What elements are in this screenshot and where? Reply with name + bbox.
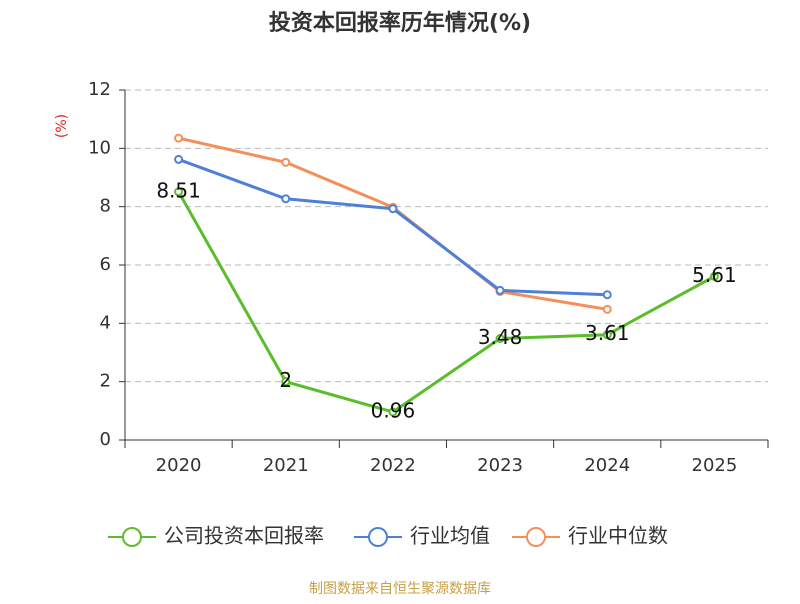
y-tick-label: 12 bbox=[88, 79, 111, 100]
point bbox=[174, 187, 184, 197]
legend-label: 行业均值 bbox=[410, 524, 490, 548]
point bbox=[602, 304, 612, 314]
y-axis-label: (%) bbox=[54, 114, 70, 138]
data-label: 8.51 bbox=[156, 178, 201, 202]
legend-marker bbox=[122, 527, 142, 547]
y-tick-label: 8 bbox=[100, 196, 111, 217]
legend-marker bbox=[526, 527, 546, 547]
y-tick-label: 10 bbox=[88, 137, 111, 158]
chart-title: 投资本回报率历年情况(%) bbox=[269, 10, 531, 36]
point bbox=[281, 194, 291, 204]
y-tick-label: 2 bbox=[100, 371, 111, 392]
x-tick-label: 2023 bbox=[477, 455, 523, 476]
data-label: 3.48 bbox=[478, 325, 523, 349]
x-tick-label: 2025 bbox=[692, 455, 738, 476]
legend-label: 公司投资本回报率 bbox=[164, 524, 324, 548]
series-line bbox=[178, 136, 608, 311]
data-label: 2 bbox=[279, 368, 292, 392]
data-label: 0.96 bbox=[371, 399, 416, 423]
legend-marker bbox=[368, 527, 388, 547]
x-tick-label: 2020 bbox=[156, 455, 202, 476]
data-label: 5.61 bbox=[692, 263, 737, 287]
legend-label: 行业中位数 bbox=[568, 524, 668, 548]
point bbox=[281, 157, 291, 167]
y-tick-label: 6 bbox=[100, 254, 111, 275]
point bbox=[174, 154, 184, 164]
point bbox=[174, 133, 184, 143]
x-tick-label: 2022 bbox=[370, 455, 416, 476]
x-tick-label: 2021 bbox=[263, 455, 309, 476]
y-tick-label: 4 bbox=[100, 312, 111, 333]
point bbox=[495, 334, 505, 343]
point bbox=[281, 377, 291, 387]
point bbox=[709, 271, 719, 281]
series-line bbox=[177, 191, 716, 414]
point bbox=[495, 285, 505, 295]
point bbox=[388, 204, 398, 214]
point bbox=[388, 407, 398, 417]
series-line bbox=[178, 158, 608, 297]
y-tick-label: 0 bbox=[100, 429, 111, 450]
x-tick-label: 2024 bbox=[584, 455, 630, 476]
data-label: 3.61 bbox=[585, 321, 630, 345]
source-note: 制图数据来自恒生聚源数据库 bbox=[309, 581, 491, 597]
point bbox=[602, 290, 612, 300]
point bbox=[602, 330, 612, 340]
